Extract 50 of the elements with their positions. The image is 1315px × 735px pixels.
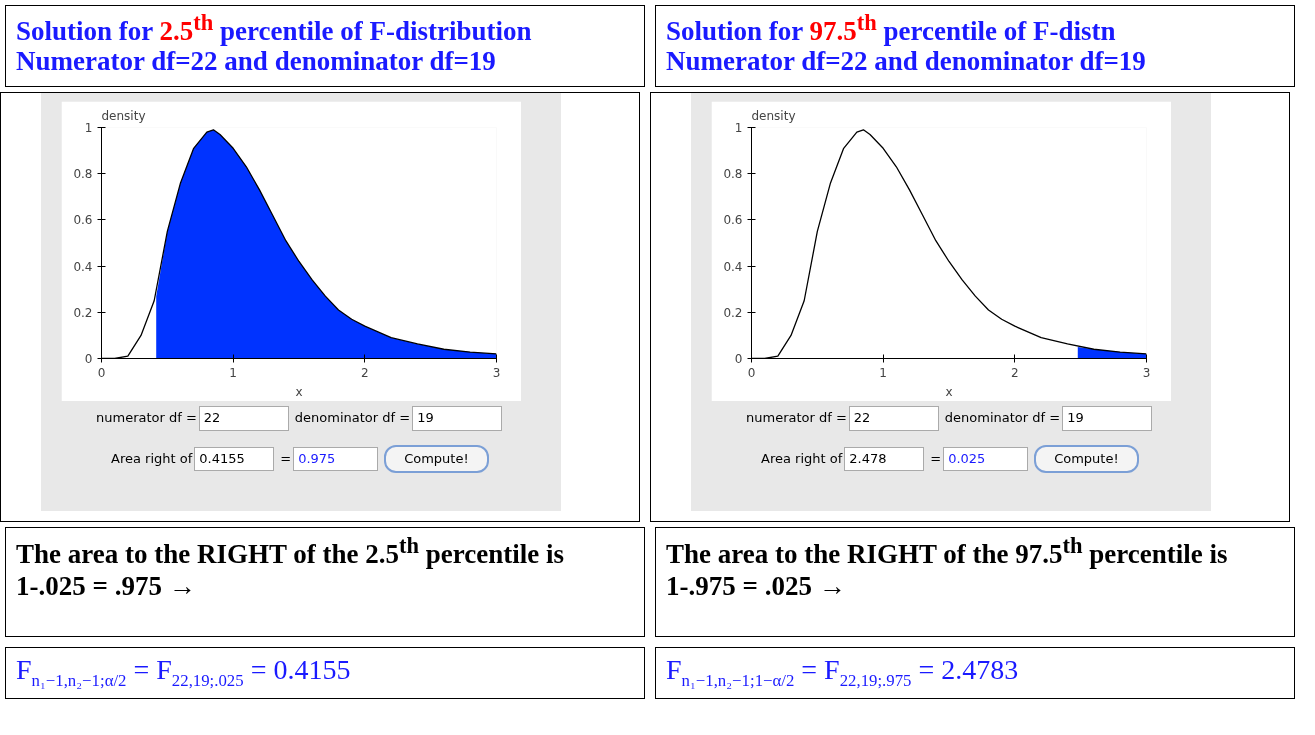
text: 19 (412, 406, 503, 431)
y-tick-label: 0.8 (73, 167, 93, 182)
chart-subtitle: Numerator df=22 and denominator df=19 (666, 46, 1146, 76)
text: 0.025 (943, 446, 1029, 472)
chart-title: Solution for 2.5$^{th}$ percentile of F-distribution (16, 10, 532, 46)
x-axis-title: x (945, 384, 953, 399)
x-tick-label: 3 (1142, 365, 1151, 380)
text: F$_{n₁−1,n₂−1;α/2}$ = F$_{22,19;.025}$ = 0.4155 (16, 653, 351, 692)
y-axis-title: density (751, 108, 796, 123)
y-tick-label: 0.6 (73, 213, 93, 228)
y-tick-label: 0.2 (723, 305, 743, 320)
text: numerator df = (746, 410, 847, 425)
text: = (280, 450, 292, 466)
text: Area right of (111, 450, 193, 466)
y-tick-label: 0.2 (73, 305, 93, 320)
y-tick-label: 0.8 (723, 167, 743, 182)
text: Area right of (761, 450, 843, 466)
text: The area to the RIGHT of the 97.5$^{th}$ percentile is 1-.975 = .025 → (666, 533, 1228, 601)
x-tick-label: 3 (492, 365, 501, 380)
x-tick-label: 0 (97, 365, 106, 380)
chart-subtitle: Numerator df=22 and denominator df=19 (16, 46, 496, 76)
x-tick-label: 1 (229, 365, 237, 380)
text: 19 (1062, 406, 1153, 431)
x-tick-label: 0 (747, 365, 756, 380)
x-tick-label: 2 (1011, 365, 1019, 380)
y-tick-label: 0.4 (723, 259, 743, 274)
text: Compute! (1034, 444, 1139, 474)
x-tick-label: 2 (361, 365, 369, 380)
x-axis-title: x (295, 384, 303, 399)
text: The area to the RIGHT of the 2.5$^{th}$ percentile is 1-.025 = .975 → (16, 533, 564, 601)
text: 22 (198, 406, 289, 431)
text: denominator df = (294, 410, 411, 425)
y-tick-label: 0 (84, 352, 93, 366)
text: F$_{n₁−1,n₂−1;1−α/2}$ = F$_{22,19;.975}$ = 2.4783 (666, 653, 1019, 692)
text: denominator df = (944, 410, 1061, 425)
text: Compute! (384, 444, 489, 474)
text: 0.4155 (194, 446, 275, 472)
y-tick-label: 1 (84, 121, 93, 135)
text: numerator df = (96, 410, 197, 425)
text: = (930, 450, 942, 466)
text: 2.478 (844, 446, 925, 472)
y-tick-label: 0 (734, 352, 743, 366)
y-tick-label: 0.4 (73, 259, 93, 274)
text: 22 (848, 406, 939, 431)
x-tick-label: 1 (879, 365, 887, 380)
y-tick-label: 0.6 (723, 213, 743, 228)
text: 0.975 (293, 446, 379, 472)
y-axis-title: density (101, 108, 146, 123)
y-tick-label: 1 (734, 121, 743, 135)
chart-title: Solution for 97.5$^{th}$ percentile of F-distn (666, 10, 1116, 46)
